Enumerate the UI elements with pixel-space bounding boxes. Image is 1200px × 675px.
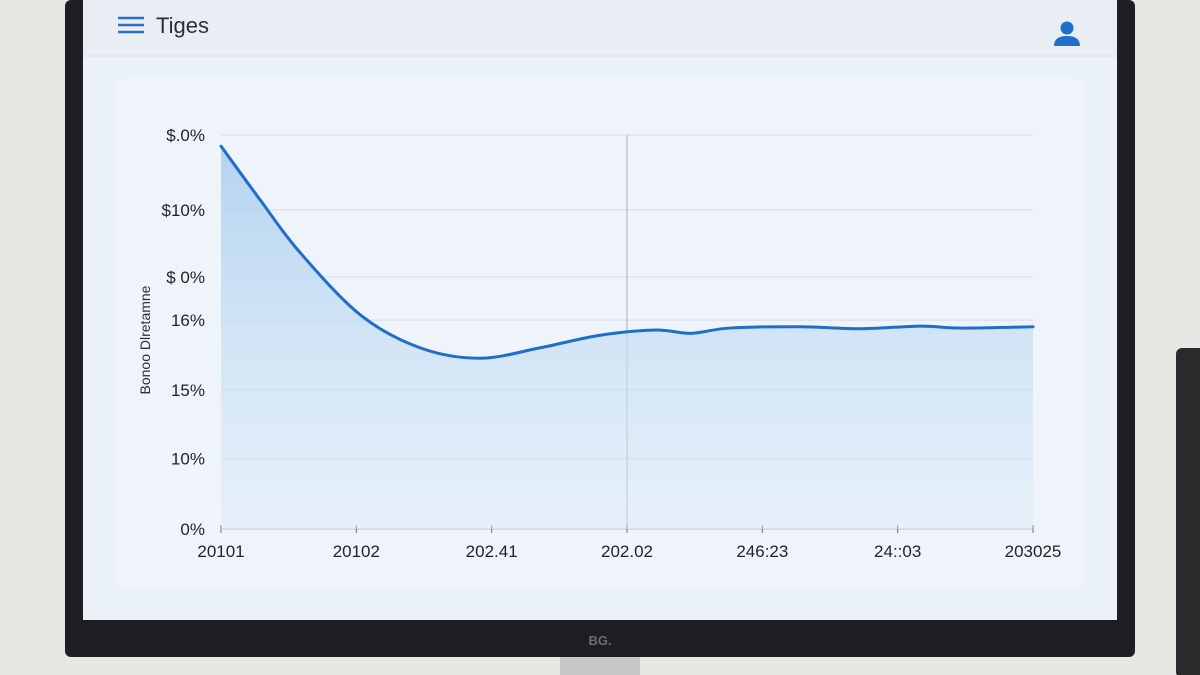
- app-title: Tiges: [156, 13, 209, 38]
- side-object: [1176, 348, 1200, 675]
- y-tick-label: $ 0%: [166, 268, 205, 287]
- x-tick-label: 24::03: [874, 542, 921, 561]
- line: [219, 144, 1035, 360]
- x-tick-label: 203025: [1005, 542, 1062, 561]
- y-tick-label: 16%: [171, 311, 205, 330]
- y-axis-label: Bonoo Dlretamne: [137, 285, 153, 394]
- plot: 0% 10% 15% 16% $ 0% $10% $.0% 20101 20102 202.41 2…: [162, 126, 1062, 561]
- y-tick-label: 10%: [171, 450, 205, 469]
- x-tick-label: 246:23: [736, 542, 788, 561]
- y-tick-label: $.0%: [166, 126, 205, 145]
- x-tick-label: 202.02: [601, 542, 653, 561]
- user-icon[interactable]: [1054, 21, 1080, 47]
- menu-icon[interactable]: [118, 16, 144, 34]
- y-tick-label: $10%: [162, 201, 205, 220]
- y-tick-label: 0%: [180, 520, 205, 539]
- y-tick-label: 15%: [171, 381, 205, 400]
- x-tick-label: 202.41: [466, 542, 518, 561]
- x-tick-label: 20102: [333, 542, 380, 561]
- app-bar: [83, 0, 1117, 55]
- area-fill: [221, 146, 1033, 529]
- x-tick-label: 20101: [197, 542, 244, 561]
- brand-logo: BG.: [588, 633, 611, 648]
